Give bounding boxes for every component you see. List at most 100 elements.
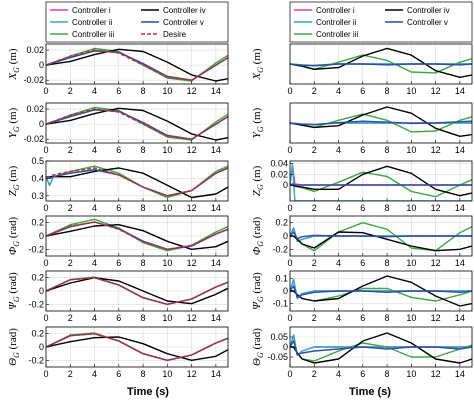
x-tick-label: 2 bbox=[68, 86, 73, 96]
y-axis-label-unit: (m) bbox=[7, 165, 19, 184]
legend-label: Controller ii bbox=[316, 18, 357, 27]
x-tick-label: 2 bbox=[312, 369, 317, 379]
y-axis-label: ΨG (rad) bbox=[7, 272, 21, 310]
x-tick-label: 4 bbox=[92, 145, 97, 155]
x-tick-label: 8 bbox=[385, 145, 390, 155]
series-line-2 bbox=[290, 334, 472, 356]
x-tick-label: 2 bbox=[312, 86, 317, 96]
series-line-4 bbox=[46, 223, 228, 251]
x-tick-label: 12 bbox=[431, 203, 441, 213]
y-tick-label: 0.2 bbox=[31, 218, 44, 228]
legend-label: Controller ii bbox=[72, 18, 113, 27]
y-tick-label: -0.02 bbox=[23, 75, 44, 85]
y-axis-label-unit: (rad) bbox=[251, 217, 263, 241]
y-axis-label-main: Φ bbox=[251, 246, 263, 255]
y-axis-label: ZG (m) bbox=[251, 165, 265, 196]
x-tick-label: 12 bbox=[431, 369, 441, 379]
y-axis-label-sub: G bbox=[12, 126, 21, 132]
y-tick-label: 0 bbox=[39, 342, 44, 352]
x-tick-label: 2 bbox=[312, 313, 317, 323]
y-axis-label-main: Y bbox=[251, 130, 263, 138]
x-tick-label: 4 bbox=[336, 258, 341, 268]
y-tick-label: 0.02 bbox=[26, 104, 44, 114]
series-group bbox=[290, 106, 472, 138]
y-tick-label: 0 bbox=[39, 60, 44, 70]
y-axis-label-sub: G bbox=[256, 67, 265, 73]
y-tick-label: -0.2 bbox=[28, 299, 44, 309]
y-axis-label-sub: G bbox=[256, 296, 265, 302]
y-tick-label: 0.05 bbox=[270, 332, 288, 342]
legend-label: Controller iii bbox=[72, 30, 114, 39]
x-tick-label: 14 bbox=[211, 258, 221, 268]
y-axis-label-main: Θ bbox=[251, 358, 263, 366]
x-tick-label: 2 bbox=[312, 258, 317, 268]
subplot-left-3: 0 2 4 6 8 10 12 14 0.3 0.4 0.5 ZG (m) bbox=[7, 156, 229, 213]
y-axis-label-sub: G bbox=[12, 67, 21, 73]
x-axis-label-right: Time (s) bbox=[349, 386, 391, 398]
x-tick-label: 2 bbox=[68, 145, 73, 155]
x-tick-label: 8 bbox=[141, 313, 146, 323]
y-axis-label-sub: G bbox=[12, 296, 21, 302]
x-tick-label: 14 bbox=[455, 86, 465, 96]
y-axis-label-main: Z bbox=[7, 189, 19, 196]
x-tick-label: 4 bbox=[336, 86, 341, 96]
y-tick-label: 0.2 bbox=[31, 273, 44, 283]
y-axis-label: XG (m) bbox=[7, 48, 21, 80]
series-line-3 bbox=[46, 165, 228, 199]
y-axis-label-main: Z bbox=[251, 189, 263, 196]
y-axis-label-unit: (rad) bbox=[7, 272, 19, 296]
x-tick-label: 4 bbox=[336, 369, 341, 379]
legend-box bbox=[45, 1, 229, 43]
series-line-5 bbox=[290, 63, 472, 67]
y-axis-label: ΘG (rad) bbox=[251, 328, 265, 366]
x-tick-label: 10 bbox=[162, 258, 172, 268]
axes-frame bbox=[45, 160, 229, 202]
series-line-4 bbox=[290, 106, 472, 138]
y-tick-label: -0.2 bbox=[272, 244, 288, 254]
series-line-4 bbox=[290, 47, 472, 79]
x-tick-label: 6 bbox=[360, 369, 365, 379]
y-axis-label-main: Y bbox=[7, 130, 19, 138]
x-tick-label: 0 bbox=[287, 86, 292, 96]
subplot-right-1: 0 2 4 6 8 10 12 14 XG (m) bbox=[251, 43, 473, 96]
x-tick-label: 10 bbox=[162, 86, 172, 96]
subplot-left-6: 0 2 4 6 8 10 12 14 -0.2 0 0.2 ΘG (rad) bbox=[7, 326, 229, 379]
y-axis-label-main: Θ bbox=[7, 358, 19, 366]
series-line-3 bbox=[46, 106, 228, 141]
x-tick-label: 6 bbox=[116, 258, 121, 268]
x-tick-label: 14 bbox=[455, 145, 465, 155]
y-axis-label-unit: (rad) bbox=[7, 217, 19, 241]
x-tick-label: 0 bbox=[43, 313, 48, 323]
y-axis-label: ΦG (rad) bbox=[251, 217, 265, 256]
y-axis-label-unit: (m) bbox=[7, 107, 19, 126]
x-tick-label: 12 bbox=[431, 145, 441, 155]
x-tick-label: 14 bbox=[211, 203, 221, 213]
y-tick-label: 0.02 bbox=[26, 45, 44, 55]
x-tick-label: 6 bbox=[360, 145, 365, 155]
series-group bbox=[290, 163, 472, 201]
legend-label: Controller iv bbox=[407, 6, 450, 15]
x-tick-label: 14 bbox=[455, 258, 465, 268]
x-tick-label: 8 bbox=[141, 369, 146, 379]
series-line-1 bbox=[290, 334, 472, 356]
x-tick-label: 8 bbox=[385, 86, 390, 96]
x-tick-label: 12 bbox=[187, 86, 197, 96]
x-tick-label: 4 bbox=[92, 369, 97, 379]
y-tick-label: 0 bbox=[283, 231, 288, 241]
y-axis-label-sub: G bbox=[256, 184, 265, 190]
x-tick-label: 4 bbox=[92, 86, 97, 96]
y-tick-label: 0.4 bbox=[31, 173, 44, 183]
x-tick-label: 0 bbox=[287, 313, 292, 323]
axes-frame bbox=[45, 102, 229, 144]
series-group bbox=[290, 47, 472, 79]
y-axis-label-unit: (m) bbox=[251, 107, 263, 126]
x-tick-label: 2 bbox=[68, 203, 73, 213]
y-tick-label: -0.2 bbox=[28, 355, 44, 365]
x-tick-label: 8 bbox=[385, 313, 390, 323]
series-line-6 bbox=[46, 108, 228, 140]
series-line-2 bbox=[290, 227, 472, 243]
axes-frame bbox=[289, 102, 473, 144]
series-group bbox=[290, 332, 472, 364]
series-group bbox=[46, 106, 228, 141]
